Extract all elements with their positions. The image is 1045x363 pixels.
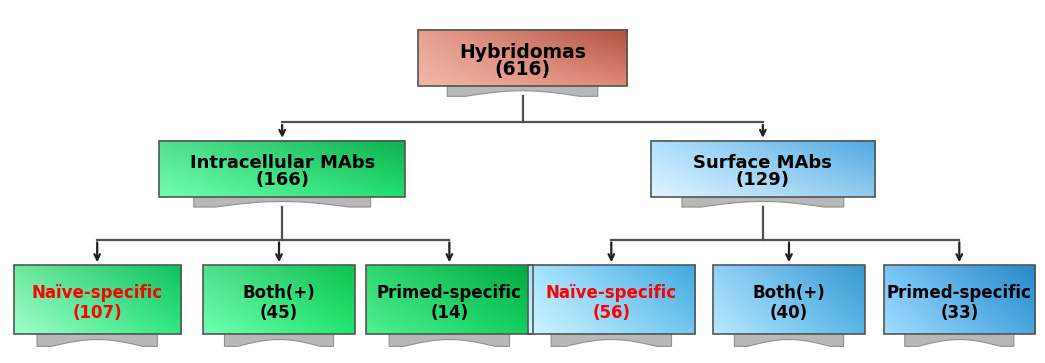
Text: (129): (129) xyxy=(736,171,790,189)
Text: (40): (40) xyxy=(770,304,808,322)
Bar xyxy=(884,265,1035,334)
Bar xyxy=(528,265,695,334)
Text: (33): (33) xyxy=(940,304,978,322)
Text: Both(+): Both(+) xyxy=(752,284,826,302)
Text: (616): (616) xyxy=(494,60,551,79)
Text: Surface MAbs: Surface MAbs xyxy=(694,154,832,172)
Bar xyxy=(713,265,865,334)
Text: (14): (14) xyxy=(431,304,468,322)
Text: (56): (56) xyxy=(593,304,630,322)
Bar xyxy=(160,140,405,197)
Polygon shape xyxy=(735,334,843,346)
Polygon shape xyxy=(551,334,672,346)
Bar xyxy=(418,30,627,86)
Text: Naïve-specific: Naïve-specific xyxy=(545,284,677,302)
Polygon shape xyxy=(447,86,598,96)
Polygon shape xyxy=(193,197,371,207)
Polygon shape xyxy=(905,334,1014,346)
Bar xyxy=(650,140,875,197)
Polygon shape xyxy=(682,197,843,207)
Bar xyxy=(366,265,533,334)
Bar xyxy=(203,265,355,334)
Text: (107): (107) xyxy=(72,304,122,322)
Polygon shape xyxy=(389,334,510,346)
Text: Primed-specific: Primed-specific xyxy=(377,284,521,302)
Polygon shape xyxy=(225,334,333,346)
Text: (45): (45) xyxy=(260,304,298,322)
Text: Naïve-specific: Naïve-specific xyxy=(31,284,163,302)
Polygon shape xyxy=(37,334,158,346)
Text: (166): (166) xyxy=(255,171,309,189)
Text: Hybridomas: Hybridomas xyxy=(459,43,586,62)
Bar xyxy=(14,265,181,334)
Text: Primed-specific: Primed-specific xyxy=(887,284,1031,302)
Text: Both(+): Both(+) xyxy=(242,284,316,302)
Text: Intracellular MAbs: Intracellular MAbs xyxy=(189,154,375,172)
